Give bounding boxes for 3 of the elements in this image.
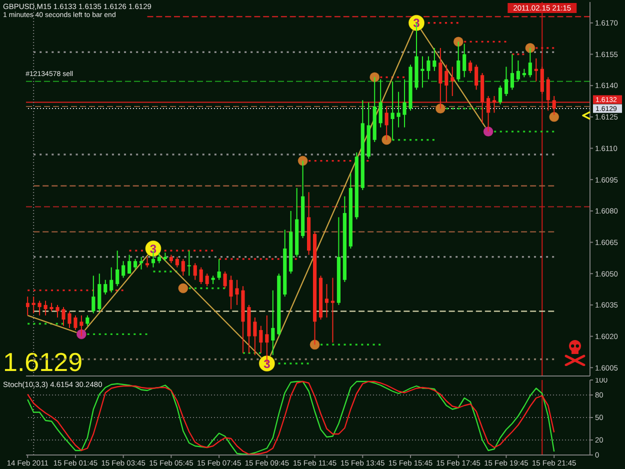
annotation: 3 (150, 242, 157, 256)
annotation: 3 (264, 356, 271, 371)
annotation: 1.6129 (3, 347, 83, 377)
